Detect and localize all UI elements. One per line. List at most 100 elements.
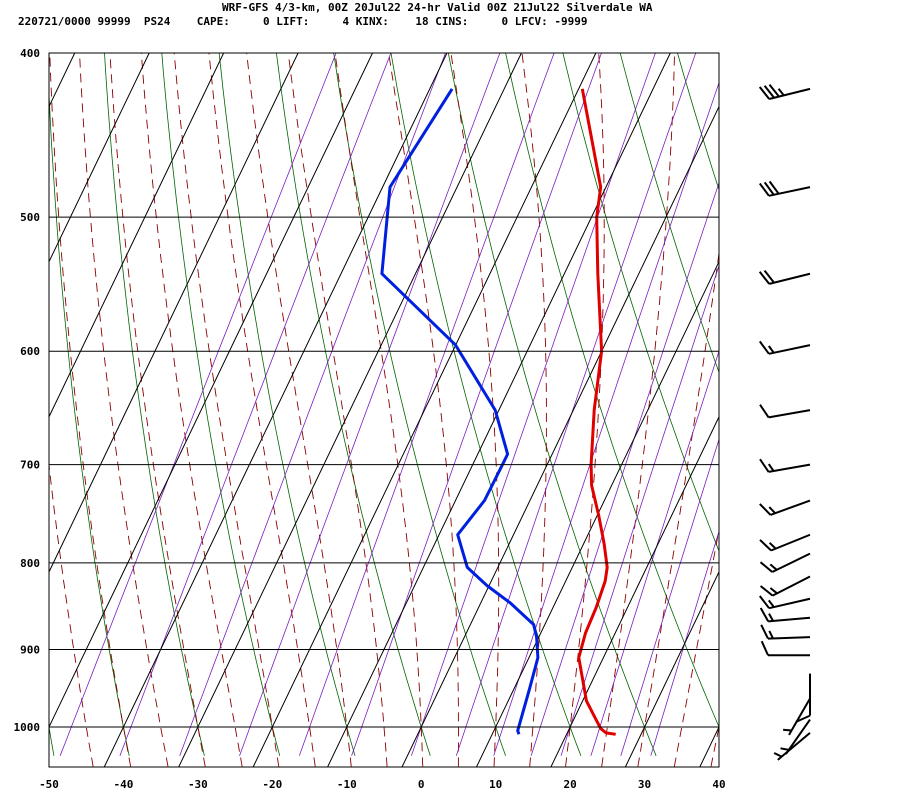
moist-adiabat: [601, 53, 675, 767]
dry-adiabat: [275, 53, 431, 756]
wind-barb-half-flag: [768, 630, 774, 639]
isotherm: [401, 105, 719, 767]
mixing-ratio-line: [620, 438, 719, 756]
wind-barb-full-flag: [760, 640, 769, 656]
moist-adiabat: [246, 53, 352, 767]
temperature-tick-label: 40: [712, 778, 725, 791]
mixing-ratio-line: [59, 53, 337, 756]
wind-barb-half-flag: [768, 599, 775, 608]
dry-adiabat: [619, 53, 719, 374]
wind-barb-staff: [777, 732, 811, 761]
temperature-tick-label: 0: [418, 778, 425, 791]
wind-barb-half-flag: [777, 88, 785, 97]
moist-adiabat: [140, 53, 243, 767]
wind-barb: [760, 640, 811, 657]
wind-barb-half-flag: [780, 747, 789, 751]
mixing-ratio-line: [411, 53, 656, 756]
temperature-tick-label: 10: [489, 778, 502, 791]
moist-adiabat: [565, 53, 605, 767]
temperature-tick-label: -40: [114, 778, 134, 791]
sounding-header: WRF-GFS 4/3-km, 00Z 20Jul22 24-hr Valid …: [0, 0, 900, 30]
wind-barb-full-flag: [759, 607, 770, 622]
wind-barb-staff: [770, 499, 811, 516]
wind-barb-full-flag: [759, 595, 770, 609]
temperature-tick-label: -10: [337, 778, 357, 791]
isotherm: [476, 260, 719, 767]
moist-adiabat: [173, 53, 280, 767]
plot-area: [49, 53, 719, 767]
pressure-tick-label: 1000: [14, 721, 41, 734]
wind-barb-full-flag: [759, 585, 774, 597]
isotherm: [252, 53, 597, 767]
wind-barb-full-flag: [768, 180, 780, 195]
pressure-tick-label: 800: [20, 557, 40, 570]
dry-adiabat: [161, 53, 281, 756]
isotherm: [327, 53, 671, 767]
pressure-tick-label: 900: [20, 643, 40, 656]
wind-barb-staff: [768, 616, 811, 623]
wind-barb: [758, 83, 811, 100]
isotherm: [178, 53, 522, 767]
wind-barb-full-flag: [795, 714, 811, 723]
wind-barb: [759, 575, 811, 597]
wind-barb-full-flag: [763, 181, 775, 196]
isotherm: [49, 53, 150, 263]
wind-barb-staff: [768, 409, 811, 419]
dry-adiabat: [218, 53, 356, 756]
wind-barb-full-flag: [768, 83, 780, 98]
wind-barb-staff: [768, 87, 811, 100]
isotherm: [49, 53, 225, 418]
pressure-tick-label: 500: [20, 211, 40, 224]
wind-barb-staff: [767, 636, 811, 640]
dry-adiabat: [562, 53, 719, 553]
isotherm: [49, 53, 373, 729]
pressure-tick-label: 700: [20, 459, 40, 472]
isotherm: [550, 415, 719, 767]
isotherm: [624, 570, 719, 767]
wind-barb: [759, 499, 811, 516]
wind-barb-half-flag: [783, 728, 792, 732]
wind-barb-staff: [768, 186, 811, 197]
wind-barb: [795, 673, 811, 723]
mixing-ratio-line: [179, 53, 446, 756]
wind-barb-full-flag: [763, 269, 775, 284]
wind-barb-half-flag: [768, 506, 776, 514]
pressure-tick-label: 400: [20, 47, 40, 60]
dewpoint-profile: [380, 88, 540, 735]
wind-barb-full-flag: [759, 561, 773, 573]
wind-barb-staff: [772, 575, 811, 597]
wind-barb-staff: [768, 344, 811, 355]
wind-barb-full-flag: [759, 503, 772, 516]
wind-barb-full-flag: [758, 340, 770, 355]
mixing-ratio-line: [455, 53, 697, 756]
pressure-tick-label: 600: [20, 345, 40, 358]
wind-barb-staff: [768, 463, 811, 473]
temperature-tick-label: -20: [262, 778, 282, 791]
wind-barb: [759, 404, 811, 419]
wind-barb: [759, 595, 811, 610]
mixing-ratio-line: [239, 53, 501, 756]
wind-barb-full-flag: [763, 85, 775, 99]
wind-barb: [773, 732, 811, 761]
isotherm: [49, 53, 299, 574]
wind-barb-staff: [768, 272, 811, 285]
mixing-ratio-line: [298, 53, 555, 756]
moist-adiabat: [710, 724, 719, 767]
wind-barb: [759, 458, 811, 473]
wind-barb-staff: [768, 597, 811, 610]
wind-barb: [759, 533, 811, 552]
isotherm: [103, 53, 448, 767]
wind-barb-full-flag: [758, 86, 770, 100]
wind-barb-half-flag: [767, 345, 775, 354]
dry-adiabat: [677, 53, 719, 191]
wind-barb-staff: [785, 719, 811, 755]
wind-barb-staff: [771, 552, 811, 573]
moist-adiabat: [334, 53, 424, 767]
sounding-indices: 220721/0000 99999 PS24 CAPE: 0 LIFT: 4 K…: [18, 15, 588, 28]
wind-barb-half-flag: [768, 542, 777, 550]
wind-barb: [759, 607, 811, 623]
wind-barb: [780, 719, 811, 755]
wind-barb-full-flag: [758, 182, 770, 197]
wind-barb-half-flag: [768, 613, 774, 622]
moist-adiabat: [673, 527, 719, 767]
